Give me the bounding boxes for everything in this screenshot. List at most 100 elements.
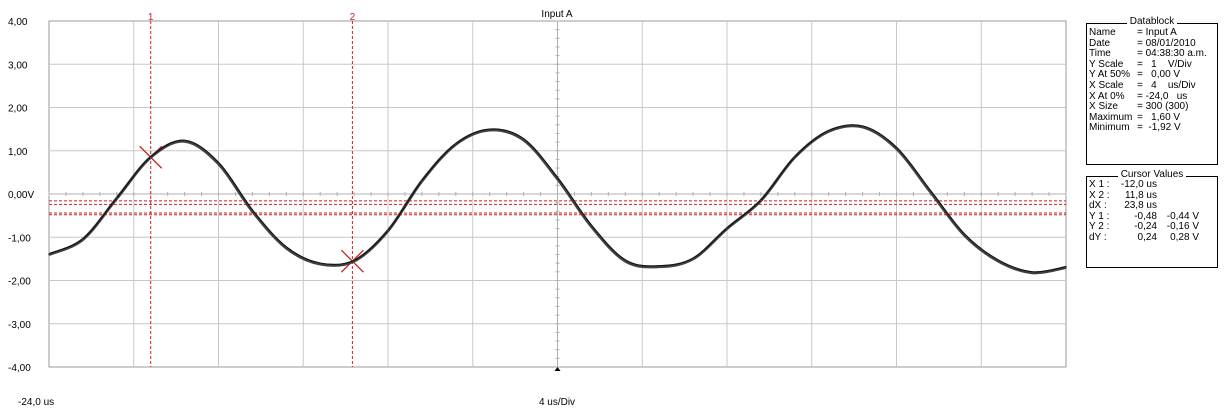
cursor-value-row: X 2 : 11,8 us xyxy=(1087,189,1217,202)
cursor-key: Y 1 : xyxy=(1089,210,1110,222)
datablock-value: = 08/01/2010 xyxy=(1137,37,1196,49)
y-tick-label: 0,00V xyxy=(8,190,34,201)
x-start-label: -24,0 us xyxy=(18,397,54,408)
datablock-key: X At 0% xyxy=(1089,90,1125,102)
datablock-key: Y Scale xyxy=(1089,58,1124,70)
data-point xyxy=(455,143,457,146)
y-tick-label: -2,00 xyxy=(8,277,31,288)
datablock-value: = 300 (300) xyxy=(1137,101,1189,113)
datablock-row: Time = 04:38:30 a.m. xyxy=(1087,49,1217,60)
data-point xyxy=(285,247,288,249)
trigger-marker xyxy=(554,367,561,371)
data-point xyxy=(116,197,118,200)
data-point xyxy=(1065,266,1067,269)
datablock-row: X Scale = 4 us/Div xyxy=(1087,79,1217,92)
data-point xyxy=(861,126,864,128)
cursor-values-title: Cursor Values xyxy=(1117,169,1187,180)
cursor-label: 1 xyxy=(148,12,154,23)
signal-trace-layer xyxy=(48,124,1067,275)
data-point xyxy=(488,129,491,131)
datablock-title: Datablock xyxy=(1126,16,1178,27)
cursor-key: X 1 : xyxy=(1089,179,1110,190)
datablock-key: Minimum xyxy=(1089,122,1130,134)
datablock-row: X Size = 300 (300) xyxy=(1087,102,1217,113)
data-point xyxy=(421,180,423,182)
chart-title: Input A xyxy=(541,9,572,20)
data-point xyxy=(319,263,322,265)
cursor-value-row: Y 1 : -0,48 -0,44 V xyxy=(1087,210,1217,223)
datablock-value: = -24,0 us xyxy=(1137,90,1188,102)
datablock-key: Date xyxy=(1089,37,1111,49)
cursor-value-1: 11,8 us xyxy=(1124,189,1157,201)
datablock-key: Y At 50% xyxy=(1089,69,1130,81)
y-tick-label: -1,00 xyxy=(8,233,31,244)
datablock-value: = 0,00 V xyxy=(1137,69,1181,81)
cursor-value-1: -0,48 xyxy=(1134,210,1157,222)
datablock-panel: Datablock Name = Input A Date = 08/01/2010 T… xyxy=(1086,16,1218,165)
datablock-row: Y Scale = 1 V/Div xyxy=(1087,58,1217,71)
y-tick-label: -3,00 xyxy=(8,320,31,331)
data-point xyxy=(48,253,50,256)
cursor-key: dX : xyxy=(1089,200,1107,212)
data-point xyxy=(522,139,525,141)
datablock-key: X Scale xyxy=(1089,79,1124,91)
cursor-value-1: 23,8 us xyxy=(1124,200,1157,212)
datablock-row: Minimum = -1,92 V xyxy=(1087,123,1217,134)
data-point xyxy=(794,156,796,159)
datablock-value: = 1 V/Div xyxy=(1137,58,1192,70)
datablock-row: X At 0% = -24,0 us xyxy=(1087,90,1217,103)
cursor-key: Y 2 : xyxy=(1089,221,1110,233)
data-point xyxy=(963,234,966,236)
cursor-value-1: -0,24 xyxy=(1134,221,1157,233)
cursor-value-1: 0,24 xyxy=(1137,231,1157,243)
cursor-label: 2 xyxy=(350,12,356,23)
datablock-value: = -1,92 V xyxy=(1137,122,1181,134)
cursor-value-row: Y 2 : -0,24 -0,16 V xyxy=(1087,222,1217,233)
cursor-value-row: X 1 : -12,0 us xyxy=(1087,179,1217,191)
datablock-key: Time xyxy=(1089,48,1111,60)
datablock-value: = 4 us/Div xyxy=(1137,79,1196,91)
cursor-value-1: -12,0 us xyxy=(1120,179,1157,190)
cursor-key: X 2 : xyxy=(1089,189,1110,201)
y-tick-label: -4,00 xyxy=(8,363,31,374)
data-point xyxy=(82,238,84,241)
x-scale-label: 4 us/Div xyxy=(539,397,575,408)
data-point xyxy=(149,156,152,159)
data-point xyxy=(692,258,694,260)
data-point xyxy=(353,260,355,262)
y-tick-label: 1,00 xyxy=(8,147,28,158)
data-point xyxy=(624,260,627,262)
data-point xyxy=(726,227,728,230)
data-point xyxy=(827,130,830,133)
y-tick-label: 4,00 xyxy=(8,17,28,28)
cursor-value-2: -0,44 V xyxy=(1166,210,1199,222)
cursor-values-panel: Cursor Values X 1 : -12,0 us X 2 :11,8 us d… xyxy=(1086,169,1218,268)
data-point xyxy=(760,199,762,202)
data-point xyxy=(997,260,999,262)
cursor-key: dY : xyxy=(1089,231,1107,243)
data-point xyxy=(929,191,932,193)
cursor-value-2 xyxy=(1157,180,1199,191)
data-point xyxy=(1031,271,1033,274)
cursor-value-2: -0,16 V xyxy=(1166,221,1199,233)
axis-labels: Input A -24,0 us 4 us/Div 4,00 3,00 2,00 1,… xyxy=(8,9,575,408)
data-point xyxy=(217,162,220,165)
data-point xyxy=(251,210,254,213)
datablock-row: Name = Input A xyxy=(1087,27,1217,39)
cursor-value-2: 0,28 V xyxy=(1170,231,1199,243)
data-point xyxy=(658,265,660,268)
cursor-value-row: dX : 23,8 us xyxy=(1087,201,1217,212)
data-point xyxy=(895,147,898,150)
cursor-value-row: dY : 0,24 0,28 V xyxy=(1087,231,1217,244)
data-point xyxy=(183,140,186,143)
datablock-value: = 1,60 V xyxy=(1137,111,1181,123)
horizontal-cursors[interactable] xyxy=(49,200,1066,216)
data-point xyxy=(387,229,389,232)
datablock-key: Name xyxy=(1089,27,1116,38)
datablock-rows: Name = Input A Date = 08/01/2010 Time = 04:38… xyxy=(1087,27,1217,134)
signal-trace-envelope xyxy=(49,124,1067,273)
plot-grid xyxy=(48,20,1067,371)
datablock-row: Y At 50% = 0,00 V xyxy=(1087,70,1217,81)
